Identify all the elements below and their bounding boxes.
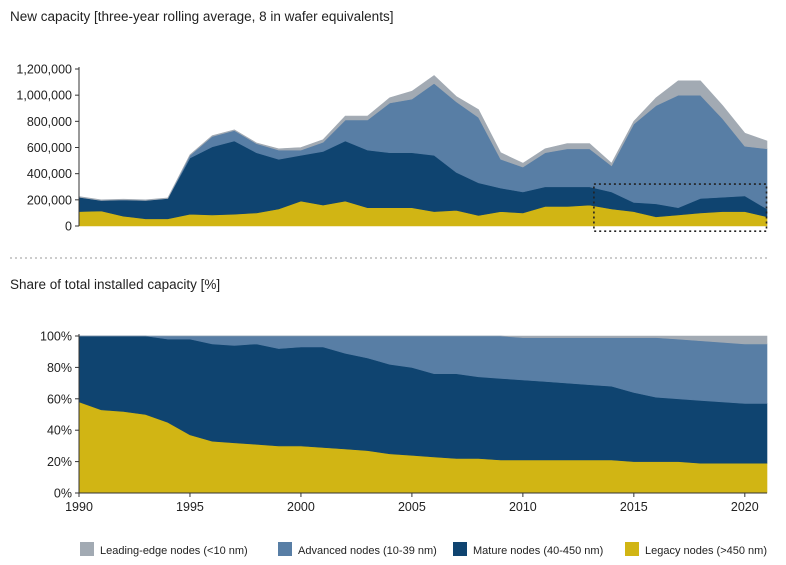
legend-label: Advanced nodes (10-39 nm)	[298, 545, 437, 557]
chart2-title: Share of total installed capacity [%]	[10, 277, 220, 292]
chart2-y-tick-label: 40%	[47, 424, 72, 438]
highlight-box	[593, 183, 768, 233]
chart1-y-tick-label: 400,000	[27, 167, 72, 181]
chart1-y-tick-label: 1,200,000	[16, 63, 72, 77]
chart1-y-tick-label: 200,000	[27, 193, 72, 207]
chart2-y-tick-label: 20%	[47, 455, 72, 469]
chart1-y-tick-label: 600,000	[27, 141, 72, 155]
chart2-y-tick-label: 80%	[47, 361, 72, 375]
chart2-x-tick-label: 2005	[398, 500, 426, 514]
chart2-y-tick-label: 60%	[47, 392, 72, 406]
chart2-series-leading-edge-nodes-10-nm	[79, 335, 768, 345]
chart2-x-tick-label: 2015	[620, 500, 648, 514]
legend-swatch	[625, 542, 639, 556]
chart2-y-tick-label: 100%	[40, 330, 72, 344]
chart2-axes: 0% 20% 40% 60% 80% 100% 1990 1995 2000 2005 2010 20…	[40, 330, 767, 514]
chart1-y-tick-label: 0	[65, 220, 72, 234]
legend-label: Mature nodes (40-450 nm)	[473, 545, 603, 557]
chart1-y-axis: 0 200,000 400,000 600,000 800,000 1,000,000 1,…	[16, 63, 80, 234]
legend-item-leading-edge-nodes-10-nm: Leading-edge nodes (<10 nm)	[80, 542, 248, 557]
legend: Leading-edge nodes (<10 nm) Advanced node…	[80, 542, 767, 557]
chart1-y-tick-label: 800,000	[27, 115, 72, 129]
chart2-x-tick-label: 2020	[731, 500, 759, 514]
chart2-x-tick-label: 2010	[509, 500, 537, 514]
legend-swatch	[80, 542, 94, 556]
chart2-y-tick-label: 0%	[54, 487, 72, 501]
legend-item-legacy-nodes-450-nm: Legacy nodes (>450 nm)	[625, 542, 767, 557]
legend-item-mature-nodes-40-450-nm: Mature nodes (40-450 nm)	[453, 542, 603, 557]
legend-swatch	[453, 542, 467, 556]
chart1-title: New capacity [three-year rolling average…	[10, 9, 393, 24]
chart1-plot-area	[78, 75, 768, 227]
chart2-x-tick-label: 1995	[176, 500, 204, 514]
legend-label: Legacy nodes (>450 nm)	[645, 545, 767, 557]
chart1-y-tick-label: 1,000,000	[16, 89, 72, 103]
chart1-series-leading-edge-nodes-10-nm	[78, 75, 768, 201]
legend-swatch	[278, 542, 292, 556]
chart2-plot-area	[78, 335, 768, 494]
chart2-x-tick-label: 2000	[287, 500, 315, 514]
chart2-x-tick-label: 1990	[65, 500, 93, 514]
legend-label: Leading-edge nodes (<10 nm)	[100, 545, 248, 557]
legend-item-advanced-nodes-10-39-nm: Advanced nodes (10-39 nm)	[278, 542, 437, 557]
